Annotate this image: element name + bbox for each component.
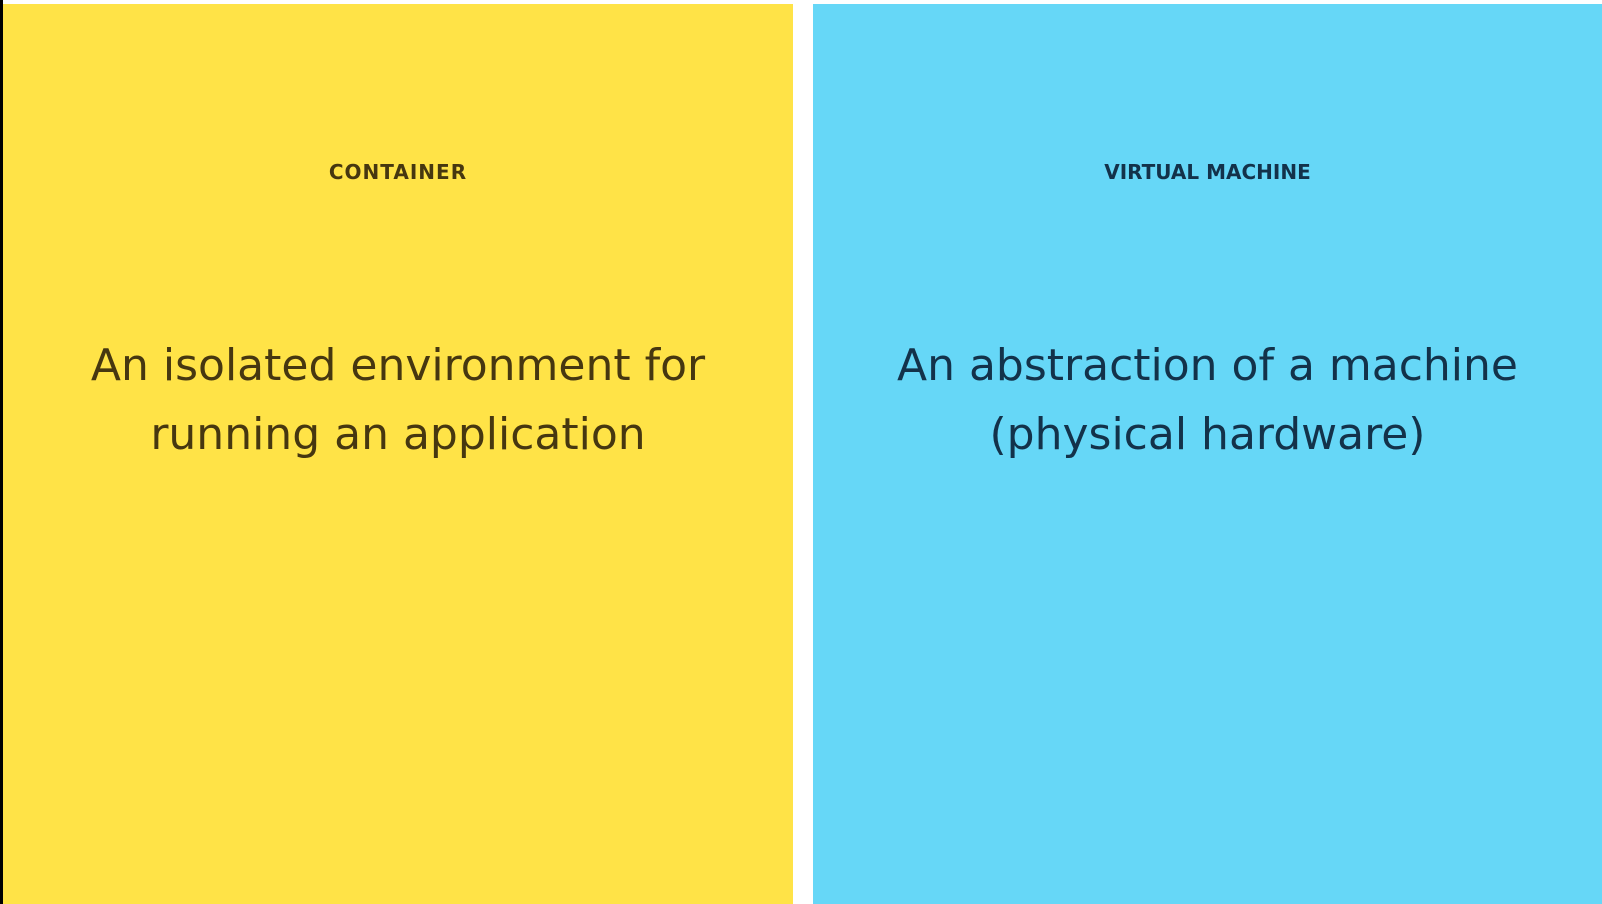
container-title: CONTAINER — [328, 160, 468, 184]
virtual-machine-panel: VIRTUAL MACHINE An abstraction of a mach… — [813, 4, 1602, 904]
container-panel: CONTAINER An isolated environment for ru… — [3, 4, 793, 904]
virtual-machine-title: VIRTUAL MACHINE — [1104, 160, 1311, 184]
virtual-machine-description: An abstraction of a machine (physical ha… — [897, 340, 1518, 460]
container-description: An isolated environment for running an a… — [90, 340, 706, 460]
left-edge-border — [0, 0, 3, 904]
